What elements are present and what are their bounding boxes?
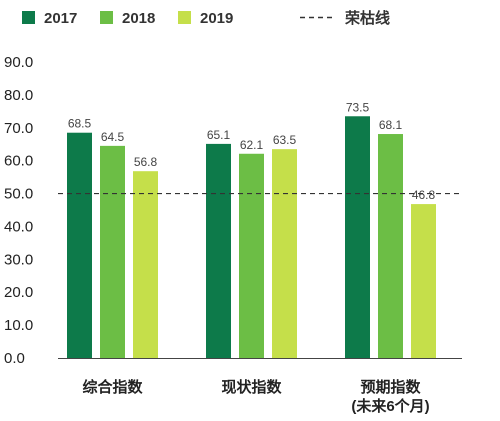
data-label: 65.1 [207, 128, 231, 142]
legend-swatch-2018 [100, 11, 113, 24]
legend-swatch-2019 [178, 11, 191, 24]
y-tick-label: 70.0 [4, 120, 33, 137]
legend-label-2017: 2017 [44, 10, 77, 27]
data-label: 68.1 [379, 118, 403, 132]
legend-label-2019: 2019 [200, 10, 233, 27]
data-label: 46.8 [412, 188, 436, 202]
data-label: 62.1 [240, 138, 264, 152]
bar-2018-3 [378, 134, 403, 358]
data-label: 68.5 [68, 117, 92, 131]
bar-2019-2 [272, 149, 297, 358]
y-tick-label: 30.0 [4, 251, 33, 268]
bar-2017-2 [206, 143, 231, 358]
bar-2017-1 [67, 132, 92, 358]
x-category-label: 现状指数 [221, 378, 282, 396]
bar-2019-3 [411, 204, 436, 358]
data-label: 56.8 [134, 155, 158, 169]
x-axis: 综合指数 现状指数 预期指数(未来6个月) [58, 358, 462, 415]
data-label: 64.5 [101, 130, 125, 144]
y-tick-label: 80.0 [4, 87, 33, 104]
x-category-label: 预期指数 [360, 378, 421, 396]
y-tick-label: 60.0 [4, 153, 33, 170]
y-axis: 0.0 10.0 20.0 30.0 40.0 50.0 60.0 70.0 80.0 90.0 [4, 54, 33, 367]
legend: 2017 2018 2019 荣枯线 [22, 9, 390, 27]
legend-swatch-2017 [22, 11, 35, 24]
data-label: 63.5 [273, 133, 297, 147]
bar-2018-2 [239, 153, 264, 358]
bar-2018-1 [100, 145, 125, 358]
data-label: 73.5 [346, 100, 370, 114]
y-tick-label: 40.0 [4, 218, 33, 235]
legend-label-2018: 2018 [122, 10, 155, 27]
x-category-label: 综合指数 [82, 378, 143, 396]
x-category-label: (未来6个月) [351, 397, 429, 415]
y-tick-label: 90.0 [4, 54, 33, 71]
y-tick-label: 10.0 [4, 317, 33, 334]
legend-label-reference-line: 荣枯线 [344, 9, 390, 27]
y-tick-label: 50.0 [4, 186, 33, 203]
y-tick-label: 0.0 [4, 350, 25, 367]
y-tick-label: 20.0 [4, 284, 33, 301]
bars: 68.5 64.5 56.8 65.1 62.1 63.5 73.5 68.1 46.8 [67, 100, 436, 359]
bar-2017-3 [345, 116, 370, 359]
bar-2019-1 [133, 171, 158, 358]
